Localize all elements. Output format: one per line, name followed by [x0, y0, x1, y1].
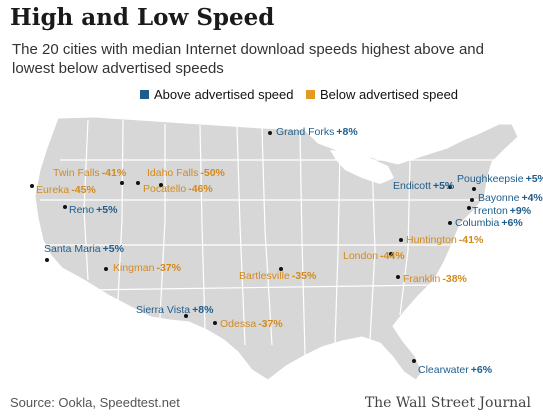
- city-value: -37%: [258, 318, 283, 330]
- city-name: London: [343, 250, 379, 262]
- legend-above: Above advertised speed: [140, 87, 293, 102]
- city-dot: [399, 238, 403, 242]
- city-name: Endicott: [393, 180, 431, 192]
- city-label: Huntington -41%: [406, 234, 483, 246]
- city-name: Bayonne: [478, 192, 520, 204]
- city-name: Kingman: [113, 262, 155, 274]
- city-dot: [63, 205, 67, 209]
- chart-title: High and Low Speed: [10, 4, 275, 31]
- city-name: Trenton: [472, 205, 508, 217]
- city-value: +6%: [501, 217, 523, 229]
- chart-subtitle: The 20 cities with median Internet downl…: [12, 41, 484, 77]
- city-label: Endicott +5%: [393, 180, 454, 192]
- city-name: Clearwater: [418, 364, 469, 376]
- city-dot: [104, 267, 108, 271]
- city-value: -35%: [291, 270, 317, 282]
- city-value: -44%: [380, 250, 405, 262]
- city-value: +5%: [525, 173, 543, 185]
- city-dot: [213, 321, 217, 325]
- city-value: -50%: [200, 167, 225, 179]
- legend-below-label: Below advertised speed: [320, 87, 459, 102]
- city-name: Grand Forks: [276, 126, 335, 138]
- city-value: +8%: [192, 304, 214, 316]
- city-dot: [120, 181, 124, 185]
- city-label: Grand Forks +8%: [276, 126, 358, 138]
- city-dot: [396, 275, 400, 279]
- city-name: Huntington: [406, 234, 457, 246]
- city-value: -46%: [188, 183, 213, 195]
- city-value: +6%: [470, 364, 493, 376]
- city-label: Franklin -38%: [403, 273, 467, 285]
- city-label: London -44%: [343, 250, 405, 262]
- city-name: Santa Maria: [44, 243, 101, 255]
- city-dot: [30, 184, 34, 188]
- city-dot: [279, 267, 283, 271]
- city-value: +8%: [336, 126, 358, 138]
- city-label: Columbia +6%: [455, 217, 523, 229]
- city-name: Poughkeepsie: [457, 173, 524, 185]
- city-label: Reno +5%: [69, 204, 117, 216]
- city-label: Pocatello -46%: [143, 183, 213, 195]
- city-label: Sierra Vista +8%: [136, 304, 213, 316]
- city-value: -45%: [71, 184, 96, 196]
- city-value: +5%: [432, 180, 455, 192]
- city-value: +5%: [102, 243, 124, 255]
- legend-above-swatch: [140, 90, 149, 99]
- city-value: -38%: [442, 273, 467, 285]
- city-name: Columbia: [455, 217, 500, 229]
- city-name: Bartlesville: [239, 270, 290, 282]
- us-outline: [34, 116, 519, 381]
- city-label: Clearwater +6%: [418, 364, 492, 376]
- city-value: +5%: [96, 204, 118, 216]
- city-dot: [448, 185, 452, 189]
- city-name: Odessa: [220, 318, 257, 330]
- legend-above-label: Above advertised speed: [154, 87, 294, 102]
- city-dot: [448, 221, 452, 225]
- city-label: Kingman -37%: [113, 262, 181, 274]
- city-name: Idaho Falls: [147, 167, 199, 179]
- city-label: Santa Maria +5%: [44, 243, 124, 255]
- city-value: -41%: [101, 167, 127, 179]
- city-value: +4%: [521, 192, 543, 204]
- great-lakes: [330, 150, 394, 184]
- city-dot: [159, 183, 163, 187]
- city-label: Twin Falls -41%: [53, 167, 126, 179]
- city-dot: [412, 359, 416, 363]
- city-dot: [472, 187, 476, 191]
- city-value: -41%: [458, 234, 484, 246]
- city-dot: [470, 198, 474, 202]
- city-name: Franklin: [403, 273, 441, 285]
- source-note: Source: Ookla, Speedtest.net: [10, 395, 180, 410]
- city-dot: [136, 181, 140, 185]
- city-dot: [389, 252, 393, 256]
- city-label: Poughkeepsie+5%: [457, 173, 543, 185]
- city-name: Twin Falls: [53, 167, 100, 179]
- city-label: Bartlesville -35%: [239, 270, 316, 282]
- city-label: Idaho Falls -50%: [147, 167, 225, 179]
- city-dot: [467, 206, 471, 210]
- city-dot: [45, 258, 49, 262]
- city-value: +9%: [509, 205, 532, 217]
- legend-below-swatch: [306, 90, 315, 99]
- city-label: Bayonne +4%: [478, 192, 543, 204]
- city-name: Reno: [69, 204, 95, 216]
- legend-below: Below advertised speed: [306, 87, 458, 102]
- state-borders: [40, 119, 500, 356]
- city-label: Eureka -45%: [36, 184, 96, 196]
- city-label: Odessa -37%: [220, 318, 283, 330]
- city-value: -37%: [156, 262, 181, 274]
- publisher-credit: The Wall Street Journal: [364, 395, 531, 411]
- city-name: Sierra Vista: [136, 304, 191, 316]
- city-name: Eureka: [36, 184, 70, 196]
- city-dot: [184, 314, 188, 318]
- city-name: Pocatello: [143, 183, 187, 195]
- city-label: Trenton +9%: [472, 205, 531, 217]
- city-dot: [268, 131, 272, 135]
